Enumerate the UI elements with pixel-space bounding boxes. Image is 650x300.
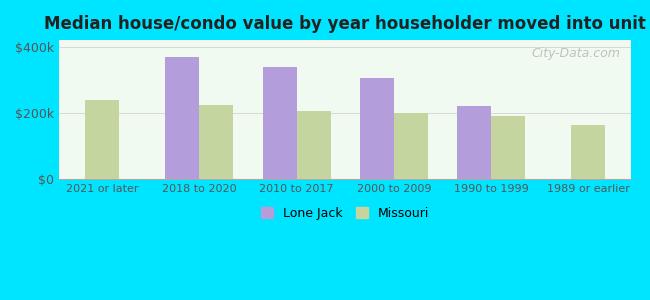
Title: Median house/condo value by year householder moved into unit: Median house/condo value by year househo… xyxy=(44,15,646,33)
Bar xyxy=(394,113,428,179)
Bar xyxy=(360,78,394,179)
Text: City-Data.com: City-Data.com xyxy=(531,47,620,60)
Bar xyxy=(296,111,331,179)
Bar xyxy=(457,106,491,179)
Bar xyxy=(263,67,296,179)
Bar xyxy=(85,100,119,179)
Bar xyxy=(491,116,525,179)
Bar xyxy=(165,57,200,179)
Bar xyxy=(200,105,233,179)
Bar xyxy=(571,125,605,179)
Legend: Lone Jack, Missouri: Lone Jack, Missouri xyxy=(255,201,436,226)
